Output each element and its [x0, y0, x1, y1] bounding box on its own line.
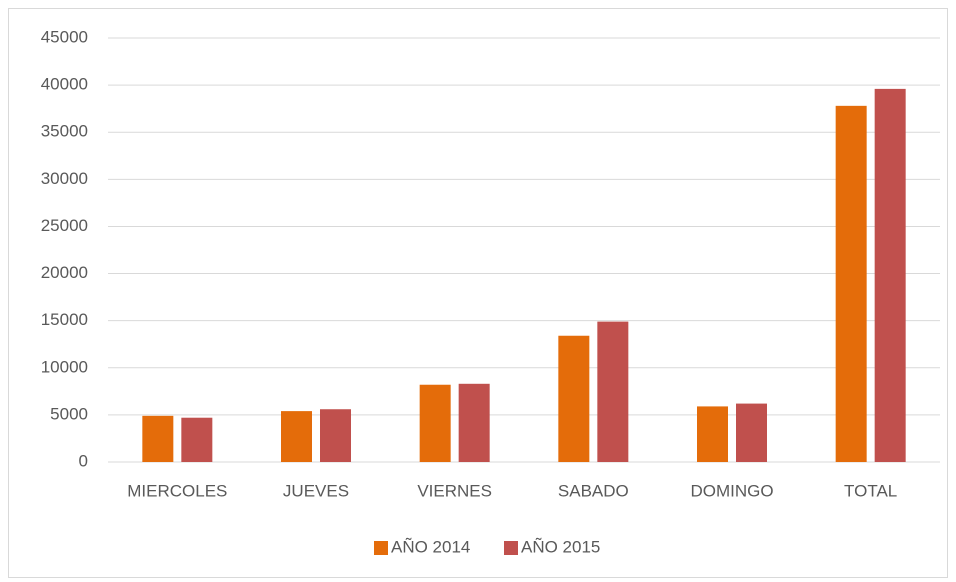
y-tick-label: 30000 [41, 169, 88, 188]
bar [697, 406, 728, 462]
bar [320, 409, 351, 462]
bar [835, 105, 867, 462]
bar [736, 403, 767, 462]
y-tick-label: 25000 [41, 216, 88, 235]
y-tick-label: 15000 [41, 310, 88, 329]
y-tick-label: 45000 [41, 27, 88, 46]
x-tick-label: VIERNES [417, 481, 492, 500]
legend-swatch [504, 541, 518, 555]
bar [558, 335, 590, 462]
x-tick-label: TOTAL [844, 481, 897, 500]
y-tick-label: 40000 [41, 75, 88, 94]
y-tick-label: 5000 [50, 404, 88, 423]
y-tick-label: 0 [79, 451, 88, 470]
bar [419, 384, 451, 462]
bar [281, 411, 312, 462]
x-tick-label: DOMINGO [690, 481, 773, 500]
bar [458, 383, 490, 462]
chart-frame [8, 8, 948, 578]
bar [181, 417, 213, 462]
y-tick-label: 20000 [41, 263, 88, 282]
legend-label: AÑO 2015 [521, 537, 600, 556]
legend-label: AÑO 2014 [391, 537, 470, 556]
bar [874, 88, 906, 462]
legend-swatch [374, 541, 388, 555]
x-tick-label: JUEVES [283, 481, 349, 500]
bar [597, 321, 629, 462]
x-tick-label: SABADO [558, 481, 629, 500]
x-tick-label: MIERCOLES [127, 481, 227, 500]
y-tick-label: 35000 [41, 122, 88, 141]
bar [142, 415, 174, 462]
y-tick-label: 10000 [41, 357, 88, 376]
